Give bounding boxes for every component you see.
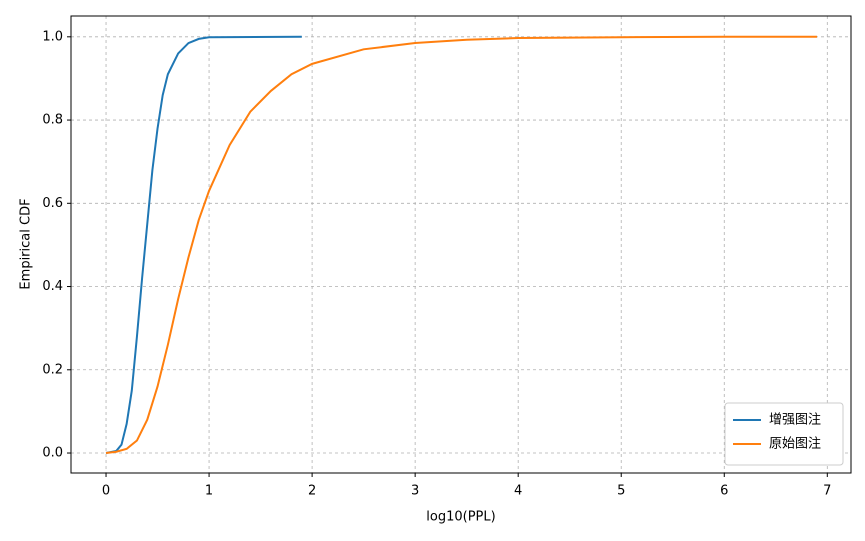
x-tick-label: 5 [617, 484, 625, 499]
y-tick-label: 0.4 [42, 279, 63, 294]
x-tick-label: 4 [514, 484, 522, 499]
legend-label: 增强图注 [769, 413, 821, 428]
x-tick-label: 3 [411, 484, 419, 499]
x-tick-label: 0 [102, 484, 110, 499]
series-line [105, 35, 817, 455]
y-tick-label: 0.0 [42, 446, 63, 461]
x-axis-label: log10(PPL) [426, 510, 495, 525]
y-tick-label: 1.0 [42, 29, 63, 44]
x-tick-label: 7 [823, 484, 831, 499]
plot-frame [70, 15, 852, 474]
y-tick-label: 0.8 [42, 113, 63, 128]
x-tick-label: 2 [308, 484, 316, 499]
legend-label: 原始图注 [769, 437, 821, 452]
y-tick-label: 0.6 [42, 196, 63, 211]
x-tick-label: 1 [205, 484, 213, 499]
y-axis-label: Empirical CDF [19, 198, 34, 289]
series-line [105, 35, 302, 455]
y-tick-label: 0.2 [42, 362, 63, 377]
x-tick-label: 6 [720, 484, 728, 499]
legend-box [724, 402, 844, 466]
